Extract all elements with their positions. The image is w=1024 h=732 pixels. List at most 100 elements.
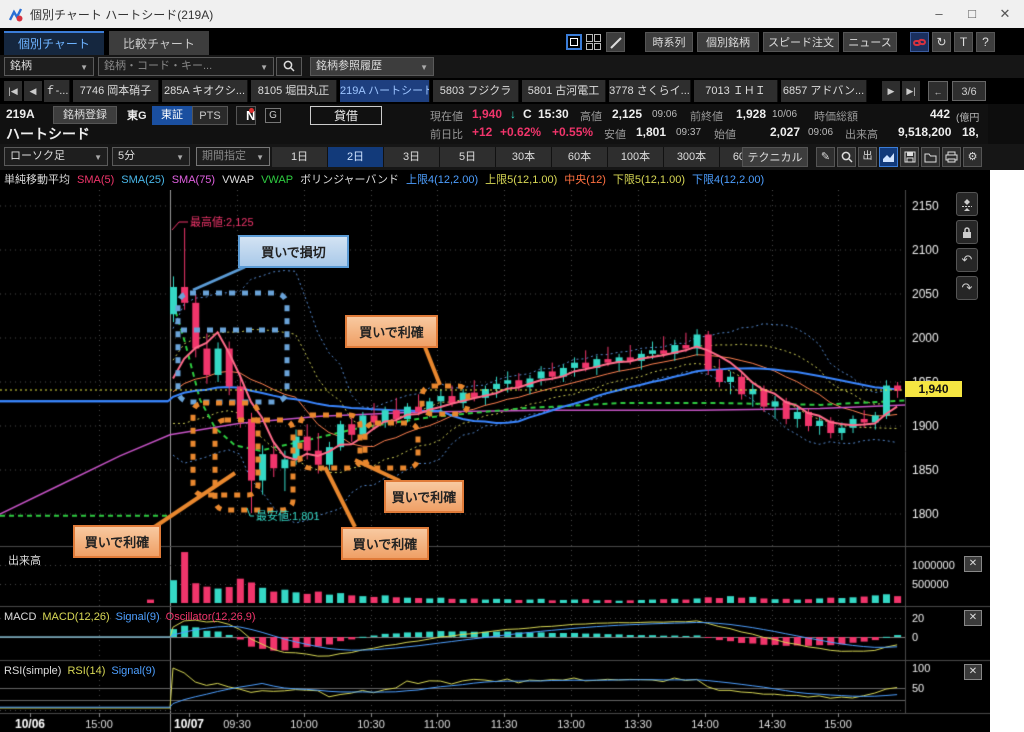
button-speed-order[interactable]: スピード注文: [763, 32, 839, 52]
stock-tab-9[interactable]: 6857 アドバン...: [781, 80, 867, 102]
period-button-1日[interactable]: 1日: [272, 147, 328, 167]
single-pane-layout-icon[interactable]: [566, 34, 582, 50]
interval-select[interactable]: 5分 ▼: [112, 147, 190, 166]
print-icon[interactable]: [942, 147, 961, 167]
zoom-icon[interactable]: [837, 147, 856, 167]
search-icon[interactable]: [276, 57, 302, 76]
period-button-5日[interactable]: 5日: [440, 147, 496, 167]
current-label: 現在値: [430, 111, 463, 123]
stock-tab-0[interactable]: ｆ-...: [44, 80, 70, 102]
symbol-search-input[interactable]: 銘柄・コード・キー... ▼: [98, 57, 274, 76]
register-stock-button[interactable]: 銘柄登録: [53, 106, 117, 124]
legend-item: Signal(9): [111, 665, 156, 677]
open-time: 09:06: [808, 127, 834, 138]
exchange-tse-toggle[interactable]: 東証: [152, 106, 192, 125]
legend-item: RSI(simple): [4, 665, 62, 677]
legend-item: Signal(9): [115, 611, 160, 623]
period-button-3日[interactable]: 3日: [384, 147, 440, 167]
chart-canvas[interactable]: [0, 190, 990, 732]
low-value: 1,801: [636, 125, 667, 139]
high-value: 2,125: [612, 107, 643, 121]
undo-icon[interactable]: ↶: [956, 248, 978, 272]
trendline-icon[interactable]: [606, 32, 625, 52]
market-cap-value: 442: [930, 107, 951, 121]
legend-item: 中央(12): [564, 174, 606, 186]
period-button-30本[interactable]: 30本: [496, 147, 552, 167]
stock-tab-7[interactable]: 3778 さくらイ...: [609, 80, 691, 102]
stock-tab-3[interactable]: 8105 堀田丸正: [251, 80, 337, 102]
draw-icon[interactable]: ✎: [816, 147, 835, 167]
current-price: 1,940: [472, 107, 503, 121]
button-time-series[interactable]: 時系列: [645, 32, 693, 52]
back-icon[interactable]: ←: [928, 81, 948, 101]
button-news[interactable]: ニュース: [843, 32, 897, 52]
nikkei-badge[interactable]: N: [236, 106, 256, 125]
lending-badge[interactable]: 貸借: [310, 106, 382, 125]
down-arrow-icon: ↓: [510, 107, 516, 121]
period-button-100本[interactable]: 100本: [608, 147, 664, 167]
chart-annotation-callout-4[interactable]: 買いで利確: [341, 527, 429, 560]
close-rsi-panel-icon[interactable]: ✕: [964, 664, 982, 680]
stock-tab-1[interactable]: 7746 岡本硝子: [73, 80, 159, 102]
period-button-60本[interactable]: 60本: [552, 147, 608, 167]
refresh-icon[interactable]: ↻: [932, 32, 951, 52]
exchange-pts-toggle[interactable]: PTS: [192, 106, 228, 125]
close-macd-panel-icon[interactable]: ✕: [964, 610, 982, 626]
legend-item: 下限4(12,2.00): [692, 174, 765, 186]
text-tool-icon[interactable]: T: [954, 32, 973, 52]
legend-item: VWAP: [261, 174, 294, 186]
technical-button[interactable]: テクニカル: [742, 147, 808, 167]
settings-gear-icon[interactable]: ⚙: [963, 147, 982, 167]
grid-layout-icon[interactable]: [586, 34, 602, 50]
fit-scale-icon[interactable]: [956, 192, 978, 216]
maximize-button[interactable]: □: [968, 6, 976, 21]
g-badge[interactable]: G: [265, 108, 281, 123]
main-tab-bar: 個別チャート 比較チャート 時系列 個別銘柄 スピード注文 ニュース ↻ T ?: [0, 28, 1024, 55]
open-label: 始値: [714, 129, 736, 141]
prev-tab-icon[interactable]: ◀: [24, 81, 42, 101]
chart-annotation-callout-0[interactable]: 買いで損切: [238, 235, 349, 268]
chart-annotation-callout-3[interactable]: 買いで利確: [73, 525, 161, 558]
change-percent-pts: +0.55%: [552, 125, 594, 139]
legend-item: MACD(12,26): [42, 611, 110, 623]
tab-individual-chart[interactable]: 個別チャート: [4, 31, 104, 55]
chart-type-select[interactable]: ローソク足 ▼: [4, 147, 108, 166]
chart-annotation-callout-1[interactable]: 買いで利確: [345, 315, 438, 348]
symbol-category-select[interactable]: 銘柄 ▼: [4, 57, 94, 76]
area-chart-icon[interactable]: [879, 147, 898, 167]
stock-tab-5[interactable]: 5803 フジクラ: [433, 80, 519, 102]
stock-tab-4[interactable]: 219A ハートシード: [340, 80, 430, 102]
help-icon[interactable]: ?: [976, 32, 995, 52]
save-icon[interactable]: [900, 147, 919, 167]
close-button[interactable]: ✕: [999, 6, 1011, 21]
range-select[interactable]: 期間指定 ▼: [196, 147, 270, 166]
next-tab-icon[interactable]: ▶: [882, 81, 900, 101]
link-icon[interactable]: [910, 32, 929, 52]
period-button-300本[interactable]: 300本: [664, 147, 720, 167]
rsi-panel-legend: RSI(simple) RSI(14) Signal(9): [4, 665, 161, 677]
quote-panel: 219A 銘柄登録 東G 東証 PTS N G 貸借 ハートシード 現在値 1,…: [0, 104, 988, 144]
chart-annotation-callout-2[interactable]: 買いで利確: [384, 480, 464, 513]
stock-tab-2[interactable]: 285A キオクシ...: [162, 80, 248, 102]
search-row: 銘柄 ▼ 銘柄・コード・キー... ▼ 銘柄参照履歴 ▼: [0, 55, 1024, 78]
symbol-history-button[interactable]: 銘柄参照履歴 ▼: [310, 57, 434, 76]
tab-compare-chart[interactable]: 比較チャート: [109, 31, 209, 55]
close-volume-panel-icon[interactable]: ✕: [964, 556, 982, 572]
macd-panel-legend: MACD MACD(12,26) Signal(9) Oscillator(12,26…: [4, 611, 262, 623]
lock-icon[interactable]: [956, 220, 978, 244]
period-button-group: 1日2日3日5日30本60本100本300本600本: [272, 147, 776, 167]
popout-icon[interactable]: 出: [858, 147, 877, 167]
redo-icon[interactable]: ↷: [956, 276, 978, 300]
last-tab-icon[interactable]: ▶|: [902, 81, 920, 101]
button-individual-stock[interactable]: 個別銘柄: [697, 32, 759, 52]
market-cap-label: 時価総額: [814, 111, 858, 123]
folder-icon[interactable]: [921, 147, 940, 167]
stock-tab-8[interactable]: 7013 ＩＨＩ: [694, 80, 778, 102]
minimize-button[interactable]: –: [935, 6, 943, 21]
app-logo-icon: [8, 6, 24, 22]
period-button-2日[interactable]: 2日: [328, 147, 384, 167]
first-tab-icon[interactable]: |◀: [4, 81, 22, 101]
legend-item: SMA(25): [121, 174, 165, 186]
stock-tab-6[interactable]: 5801 古河電工: [522, 80, 606, 102]
